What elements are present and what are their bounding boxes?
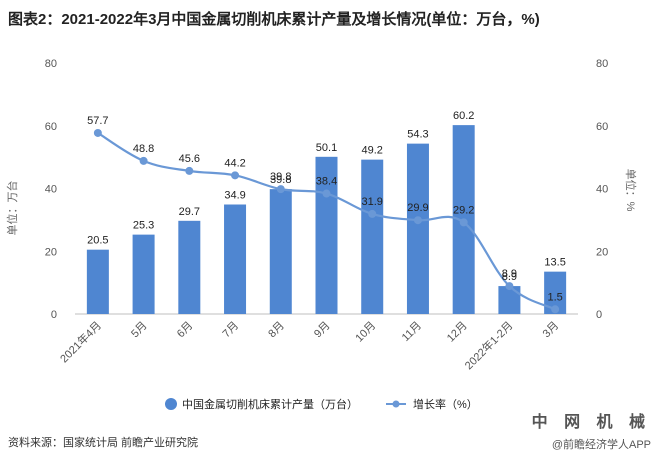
line-label-9: 8.9 <box>502 268 517 280</box>
chart-title: 图表2：2021-2022年3月中国金属切削机床累计产量及增长情况(单位：万台，… <box>8 11 540 28</box>
line-label-4: 39.8 <box>270 171 291 183</box>
bar-3 <box>224 204 247 314</box>
bar-4 <box>269 189 292 314</box>
x-tick-2: 6月 <box>175 320 196 341</box>
legend-bar-label: 中国金属切削机床累计产量（万台） <box>182 397 358 411</box>
bar-series <box>86 125 567 314</box>
bar-label-10: 13.5 <box>544 257 565 269</box>
source-note: 资料来源：国家统计局 前瞻产业研究院 <box>8 437 199 449</box>
bar-9 <box>498 286 521 314</box>
line-point-1 <box>139 156 148 165</box>
bar-label-7: 54.3 <box>407 129 428 141</box>
left-tick-3: 60 <box>45 121 57 133</box>
left-axis-title: 单位：万台 <box>5 181 19 236</box>
line-point-0 <box>93 128 102 137</box>
line-point-4 <box>276 185 285 194</box>
bar-0 <box>86 249 109 314</box>
line-point-3 <box>231 171 240 180</box>
line-label-8: 29.2 <box>453 204 474 216</box>
left-tick-4: 80 <box>45 58 57 70</box>
line-label-2: 45.6 <box>179 153 200 165</box>
line-point-7 <box>413 216 422 225</box>
bar-label-1: 25.3 <box>133 220 154 232</box>
legend-line-dot <box>392 400 400 408</box>
x-tick-1: 5月 <box>129 320 150 341</box>
bar-data-labels: 20.5 25.3 29.7 34.9 39.8 50.1 49.2 54.3 60.2 8.9 1… <box>87 110 566 283</box>
x-tick-3: 7月 <box>221 320 242 341</box>
legend: 中国金属切削机床累计产量（万台） 增长率（%） <box>165 397 478 411</box>
line-point-10 <box>551 305 560 314</box>
right-tick-2: 40 <box>596 184 608 196</box>
left-tick-1: 20 <box>45 246 57 258</box>
line-label-10: 1.5 <box>547 291 562 303</box>
right-tick-4: 80 <box>596 58 608 70</box>
bar-label-6: 49.2 <box>362 145 383 157</box>
legend-line-label: 增长率（%） <box>413 397 478 411</box>
x-tick-10: 3月 <box>541 320 562 341</box>
brand-name: 中 网 机 械 <box>531 414 651 431</box>
bar-label-8: 60.2 <box>453 110 474 122</box>
bar-label-9: 8.9 <box>502 271 517 283</box>
x-tick-0: 2021年4月 <box>57 318 104 365</box>
line-label-5: 38.4 <box>316 176 337 188</box>
bar-label-5: 50.1 <box>316 142 337 154</box>
line-point-2 <box>185 166 194 175</box>
brand-sub: @前瞻经济学人APP <box>551 439 651 451</box>
x-tick-7: 11月 <box>400 320 424 344</box>
line-point-5 <box>322 189 331 198</box>
line-label-7: 29.9 <box>407 202 428 214</box>
line-label-6: 31.9 <box>362 196 383 208</box>
right-tick-1: 20 <box>596 246 608 258</box>
x-tick-8: 12月 <box>445 320 470 345</box>
bar-label-0: 20.5 <box>87 235 108 247</box>
line-point-6 <box>368 209 377 218</box>
bar-10 <box>544 271 567 314</box>
x-tick-6: 10月 <box>353 320 378 345</box>
left-tick-0: 0 <box>51 309 57 321</box>
x-tick-4: 8月 <box>266 320 287 341</box>
x-tick-5: 9月 <box>312 320 333 341</box>
line-label-3: 44.2 <box>224 157 245 169</box>
line-data-labels: 57.7 48.8 45.6 44.2 39.8 38.4 31.9 29.9 29.2 8.9 1… <box>87 115 563 303</box>
bar-6 <box>361 159 384 314</box>
growth-rate-points <box>93 128 560 314</box>
right-tick-3: 60 <box>596 121 608 133</box>
line-label-1: 48.8 <box>133 143 154 155</box>
right-tick-0: 0 <box>596 309 602 321</box>
left-tick-2: 40 <box>45 184 57 196</box>
right-axis-ticks: 0 20 40 60 80 <box>596 58 608 321</box>
left-axis-ticks: 0 20 40 60 80 <box>45 58 57 321</box>
line-label-0: 57.7 <box>87 115 108 127</box>
bar-label-4: 39.8 <box>270 174 291 186</box>
x-tick-9: 2022年1-2月 <box>462 318 516 372</box>
bar-label-2: 29.7 <box>179 206 200 218</box>
bar-1 <box>132 234 155 314</box>
line-point-8 <box>459 218 468 227</box>
brand-watermark: 中 网 机 械 @前瞻经济学人APP <box>532 408 651 452</box>
bar-7 <box>406 143 429 314</box>
legend-bar-swatch <box>165 398 177 410</box>
bar-label-3: 34.9 <box>224 190 245 202</box>
bar-2 <box>178 220 201 314</box>
line-point-9 <box>505 282 514 291</box>
right-axis-title: 单位：% <box>624 169 638 212</box>
